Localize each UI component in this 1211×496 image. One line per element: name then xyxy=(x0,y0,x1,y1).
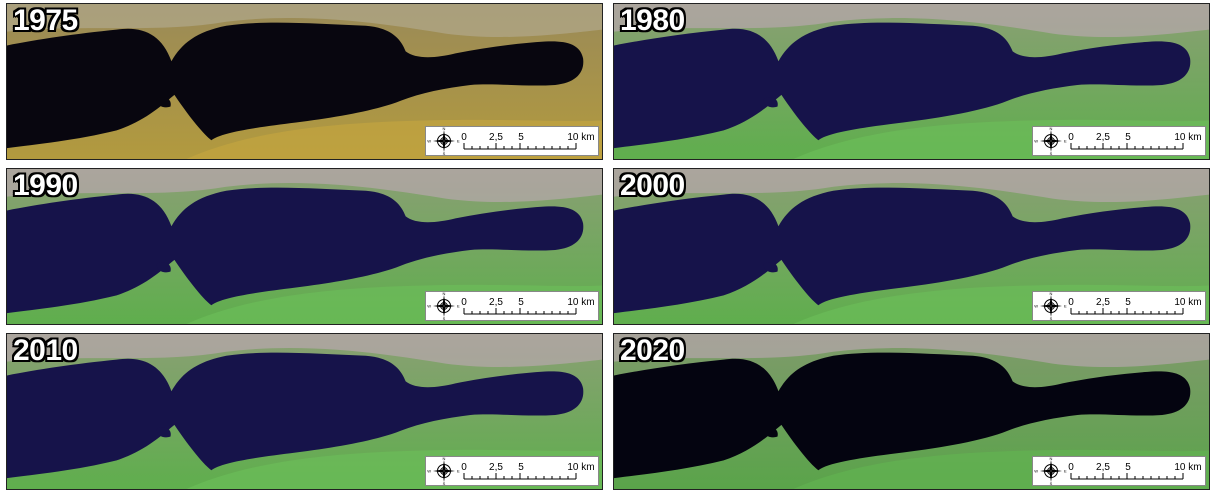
scale-label: 2,5 xyxy=(1096,297,1110,308)
compass-letter: W xyxy=(427,139,431,144)
scale-bar: N E S W 0 2,5 5 10 km xyxy=(425,126,599,156)
scale-label: 5 xyxy=(518,462,524,473)
scale-bar: N E S W 0 2,5 5 10 km xyxy=(1032,126,1206,156)
map-panel-2000: 2000 N E S W 0 2,5 5 10 km xyxy=(613,168,1210,325)
lake-shape xyxy=(7,22,584,149)
scale-label: 0 xyxy=(1068,132,1074,143)
scale-label: 5 xyxy=(518,132,524,143)
scale-bar: N E S W 0 2,5 5 10 km xyxy=(425,291,599,321)
year-label: 1990 xyxy=(13,169,78,202)
year-label: 2000 xyxy=(620,169,685,202)
scale-label: 10 km xyxy=(1174,462,1201,473)
scale-label: 5 xyxy=(518,297,524,308)
year-label: 1975 xyxy=(13,4,78,37)
compass-rose-icon: N E S W xyxy=(1034,127,1067,155)
compass-letter: S xyxy=(443,151,446,155)
compass-letter: N xyxy=(443,127,446,131)
compass-rose-icon: N E S W xyxy=(1034,457,1067,485)
lake-shape xyxy=(7,352,584,479)
compass-letter: E xyxy=(1064,139,1067,144)
compass-letter: S xyxy=(1050,316,1053,320)
scale-bar-graphic: N E S W 0 2,5 5 10 km xyxy=(427,457,594,485)
compass-letter: S xyxy=(443,481,446,485)
map-panel-1980: 1980 N E S W 0 2,5 5 10 km xyxy=(613,3,1210,160)
compass-letter: E xyxy=(1064,304,1067,309)
compass-letter: E xyxy=(457,469,460,474)
compass-rose-icon: N E S W xyxy=(427,127,460,155)
scale-label: 2,5 xyxy=(489,297,503,308)
compass-letter: N xyxy=(443,292,446,296)
compass-letter: E xyxy=(1064,469,1067,474)
scale-label: 0 xyxy=(461,132,467,143)
scale-label: 10 km xyxy=(1174,132,1201,143)
compass-rose-icon: N E S W xyxy=(1034,292,1067,320)
scale-label: 2,5 xyxy=(489,132,503,143)
lake-shape xyxy=(614,352,1191,479)
scale-label: 10 km xyxy=(1174,297,1201,308)
scale-label: 10 km xyxy=(567,132,594,143)
compass-rose-icon: N E S W xyxy=(427,457,460,485)
map-panel-1990: 1990 N E S W 0 2,5 5 10 km xyxy=(6,168,603,325)
scale-bar: N E S W 0 2,5 5 10 km xyxy=(425,456,599,486)
scale-label: 2,5 xyxy=(1096,132,1110,143)
map-panel-2020: 2020 N E S W 0 2,5 5 10 km xyxy=(613,333,1210,490)
lake-shape xyxy=(614,22,1191,149)
scale-label: 5 xyxy=(1125,132,1131,143)
compass-letter: N xyxy=(1050,457,1053,461)
scale-label: 0 xyxy=(1068,462,1074,473)
compass-letter: N xyxy=(1050,127,1053,131)
compass-letter: W xyxy=(1034,139,1038,144)
scale-bar: N E S W 0 2,5 5 10 km xyxy=(1032,456,1206,486)
year-label: 2020 xyxy=(620,334,685,367)
scale-label: 0 xyxy=(461,297,467,308)
lake-shape xyxy=(614,187,1191,314)
compass-letter: W xyxy=(1034,469,1038,474)
scale-bar-graphic: N E S W 0 2,5 5 10 km xyxy=(1034,127,1201,155)
lake-shape xyxy=(7,187,584,314)
compass-letter: E xyxy=(457,304,460,309)
compass-letter: S xyxy=(1050,481,1053,485)
scale-label: 2,5 xyxy=(489,462,503,473)
scale-bar-graphic: N E S W 0 2,5 5 10 km xyxy=(1034,292,1201,320)
compass-rose-icon: N E S W xyxy=(427,292,460,320)
compass-letter: W xyxy=(427,304,431,309)
scale-label: 0 xyxy=(461,462,467,473)
scale-label: 5 xyxy=(1125,462,1131,473)
compass-letter: S xyxy=(443,316,446,320)
scale-label: 5 xyxy=(1125,297,1131,308)
compass-letter: E xyxy=(457,139,460,144)
scale-bar-graphic: N E S W 0 2,5 5 10 km xyxy=(427,127,594,155)
scale-label: 2,5 xyxy=(1096,462,1110,473)
year-label: 1980 xyxy=(620,4,685,37)
map-panel-2010: 2010 N E S W 0 2,5 5 10 km xyxy=(6,333,603,490)
scale-bar-graphic: N E S W 0 2,5 5 10 km xyxy=(427,292,594,320)
scale-label: 0 xyxy=(1068,297,1074,308)
map-panel-1975: 1975 N E S W 0 2,5 5 10 km xyxy=(6,3,603,160)
compass-letter: S xyxy=(1050,151,1053,155)
compass-letter: N xyxy=(443,457,446,461)
scale-label: 10 km xyxy=(567,462,594,473)
scale-label: 10 km xyxy=(567,297,594,308)
compass-letter: N xyxy=(1050,292,1053,296)
scale-bar-graphic: N E S W 0 2,5 5 10 km xyxy=(1034,457,1201,485)
compass-letter: W xyxy=(427,469,431,474)
compass-letter: W xyxy=(1034,304,1038,309)
scale-bar: N E S W 0 2,5 5 10 km xyxy=(1032,291,1206,321)
year-label: 2010 xyxy=(13,334,78,367)
